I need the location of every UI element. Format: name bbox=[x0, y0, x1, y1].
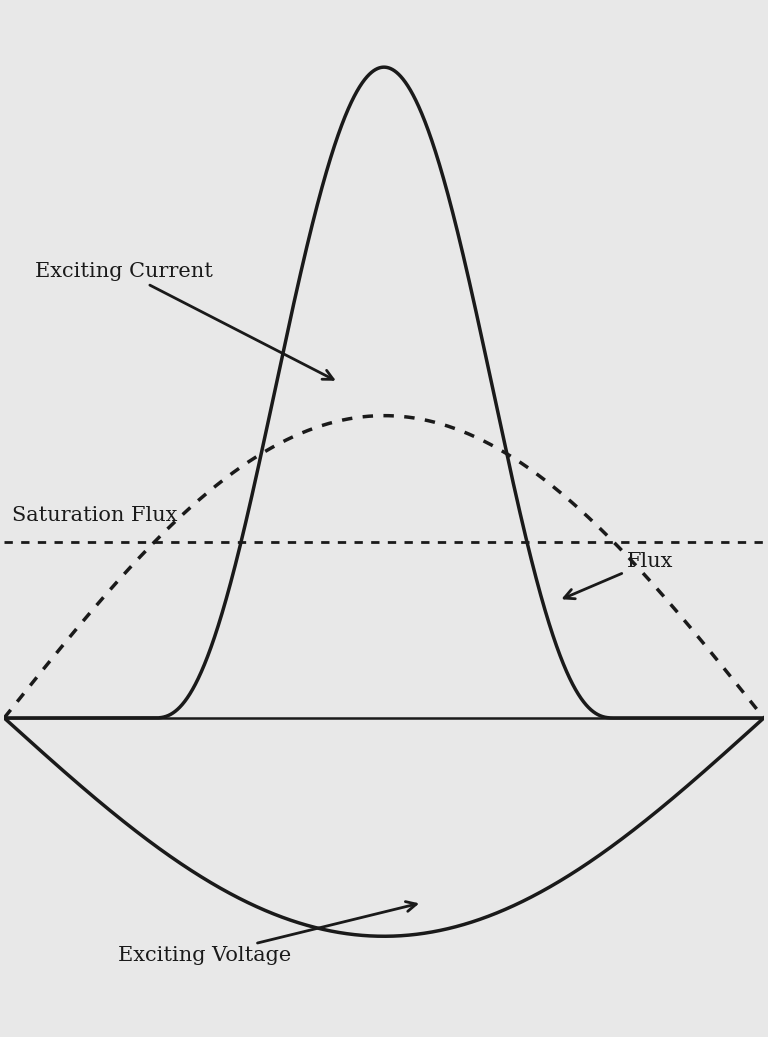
Text: Exciting Voltage: Exciting Voltage bbox=[118, 901, 416, 965]
Text: Exciting Current: Exciting Current bbox=[35, 262, 333, 380]
Text: Flux: Flux bbox=[564, 552, 674, 598]
Text: Saturation Flux: Saturation Flux bbox=[12, 506, 177, 525]
